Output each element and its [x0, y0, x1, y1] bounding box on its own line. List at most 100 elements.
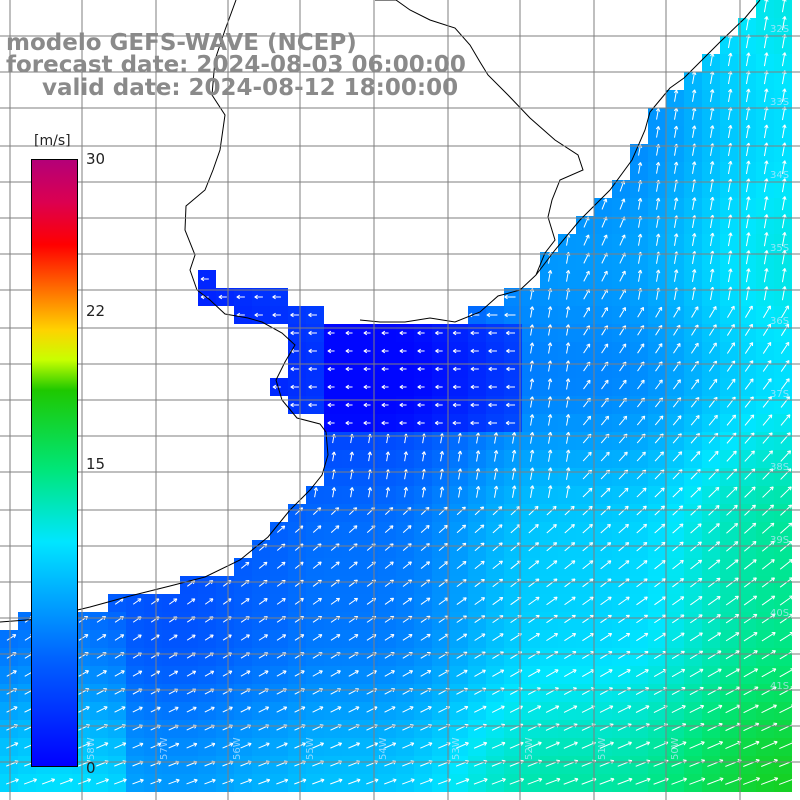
wind-arrow — [529, 306, 535, 318]
wind-arrow — [474, 524, 485, 534]
wind-arrow — [672, 578, 684, 588]
wind-arrow — [743, 613, 758, 624]
wind-arrow — [204, 742, 216, 749]
wind-arrow — [399, 348, 407, 354]
wind-arrow — [599, 777, 615, 785]
wind-arrow — [708, 378, 718, 390]
wind-arrow — [708, 414, 718, 426]
wind-arrow — [474, 705, 487, 713]
wind-arrow — [420, 706, 432, 713]
wind-arrow — [258, 670, 269, 677]
wind-arrow — [420, 561, 431, 569]
wind-arrow — [505, 420, 516, 426]
wind-arrow — [348, 670, 359, 677]
wind-arrow — [761, 559, 775, 570]
wind-arrow — [366, 778, 379, 785]
wind-arrow — [600, 633, 613, 642]
wind-arrow — [132, 670, 143, 677]
wind-arrow — [240, 742, 252, 749]
wind-arrow — [655, 233, 661, 246]
wind-arrow — [200, 276, 209, 282]
wind-arrow — [402, 525, 412, 533]
wind-arrow — [707, 740, 724, 749]
wind-arrow — [600, 523, 611, 534]
wind-arrow — [384, 634, 395, 641]
wind-arrow — [727, 196, 733, 211]
wind-arrow — [204, 706, 215, 713]
wind-arrow — [327, 402, 335, 408]
wind-arrow — [655, 306, 663, 318]
wind-arrow — [708, 559, 721, 570]
wind-arrow — [636, 541, 648, 552]
wind-arrow — [725, 559, 739, 570]
wind-arrow — [672, 415, 682, 426]
colorbar-tick-min: 0 — [86, 759, 96, 777]
wind-arrow — [6, 742, 19, 749]
wind-arrow — [745, 88, 751, 103]
wind-arrow — [745, 16, 751, 31]
wind-arrow — [168, 598, 178, 605]
wind-arrow — [330, 778, 343, 785]
wind-arrow — [439, 450, 445, 462]
wind-arrow — [417, 366, 425, 372]
wind-arrow — [528, 633, 540, 642]
wind-arrow — [381, 402, 389, 408]
wind-arrow — [636, 415, 646, 426]
wind-arrow — [528, 669, 541, 677]
wind-arrow — [618, 632, 631, 642]
wind-arrow — [491, 777, 506, 785]
graticule-labels: 32S 33S 34S 35S 36S 37S 38S 39S 40S 41S 58W 57W 56W 5… — [86, 24, 789, 760]
wind-arrow — [690, 541, 702, 552]
wind-arrow — [529, 449, 535, 462]
wind-arrow — [689, 632, 703, 642]
wind-arrow — [565, 360, 571, 372]
wind-arrow — [781, 16, 787, 31]
wind-arrow — [600, 596, 612, 606]
wind-arrow — [761, 668, 777, 678]
wind-arrow — [673, 306, 681, 318]
wind-arrow — [452, 348, 461, 354]
wind-arrow — [204, 670, 215, 677]
wind-arrow — [636, 560, 648, 570]
wind-arrow — [725, 577, 739, 588]
wind-arrow — [779, 522, 793, 534]
wind-arrow — [745, 250, 751, 265]
wind-arrow — [456, 705, 469, 713]
colorbar-tick: 15 — [86, 455, 106, 473]
latitude-label: 39S — [770, 535, 789, 546]
wind-arrow — [348, 561, 358, 569]
wind-arrow — [582, 560, 594, 570]
wind-arrow — [546, 505, 557, 516]
wind-arrow — [691, 197, 697, 210]
wind-arrow — [402, 597, 413, 605]
wind-arrow — [381, 420, 389, 426]
wind-arrow — [511, 432, 517, 444]
wind-arrow — [417, 330, 425, 336]
wind-arrow — [743, 559, 757, 570]
wind-arrow — [565, 414, 571, 426]
wind-arrow — [762, 414, 773, 426]
wind-arrow — [435, 366, 443, 372]
wind-arrow — [672, 433, 682, 444]
wind-arrow — [672, 451, 683, 462]
wind-arrow — [671, 741, 687, 749]
wind-arrow — [331, 451, 336, 462]
wind-arrow — [546, 596, 558, 606]
wind-arrow — [384, 778, 397, 785]
wind-arrow — [6, 706, 18, 713]
wind-arrow — [290, 330, 299, 336]
wind-arrow — [673, 342, 681, 354]
wind-arrow — [527, 777, 543, 785]
wind-arrow — [710, 161, 715, 174]
wind-arrow — [780, 450, 792, 462]
longitude-label: 57W — [159, 737, 170, 760]
wind-arrow — [5, 778, 19, 785]
wind-arrow — [132, 706, 143, 713]
wind-arrow — [582, 487, 593, 498]
wind-arrow — [565, 449, 571, 462]
wind-arrow — [655, 161, 661, 174]
wind-arrow — [600, 487, 611, 498]
wind-arrow — [780, 323, 790, 336]
